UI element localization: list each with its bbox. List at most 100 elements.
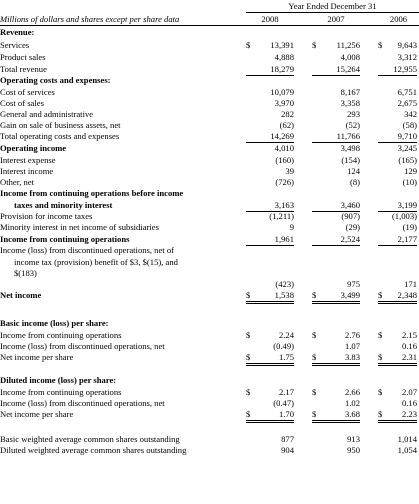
value-cell-2007: 8,167 [312,87,360,98]
row-label: General and administrative [0,109,94,119]
value-cell-2007: 2.66 $ [312,387,360,398]
value-cell-2007: 3.83 $ [312,352,360,366]
value-cell-2008: 4,010 [246,143,294,154]
value: 2,675 [397,98,417,108]
value-cell-2006: 9,643 $ [378,40,417,51]
value: 2,177 [397,234,417,244]
row-label: Net income [0,290,42,300]
dollar-sign: $ [378,387,383,397]
value-cell-2006: 342 [378,109,417,120]
value-cell-2008: 1.75 $ [246,352,294,366]
value-cell-2008: 1,961 [246,234,294,246]
row-label: Provision for income taxes [0,211,93,221]
value-cell-2006: 1,014 [378,434,417,445]
value: 11,766 [336,131,360,141]
value-cell-2007: 15,264 [312,64,360,76]
row-label: Total revenue [0,64,47,74]
value-cell-2008: 877 [246,434,294,445]
value-cell-2007: 2.76 $ [312,330,360,341]
value: 950 [347,445,360,455]
value-cell-2007: 913 [312,434,360,445]
value: 913 [347,434,360,444]
value-cell-2006: 2.31 $ [378,352,417,366]
value: 14,269 [270,131,294,141]
value-cell-2006: (1,003) [378,211,417,222]
units-note: Millions of dollars and shares except pe… [0,14,180,24]
value-cell-2007: (29) [312,222,360,233]
row-label: Revenue: [0,27,35,37]
value-cell-2006: 2,675 [378,98,417,109]
value: 1.75 [278,352,294,362]
row-label: Cost of services [0,87,55,97]
value-cell-2006: 3,199 [378,200,417,212]
table-row: Income from continuing operations 1,961 2,… [0,234,419,246]
value: 2.24 [278,330,294,340]
row-label: income tax (provision) benefit of $3, $(… [14,257,178,267]
value-cell-2006: 1,054 [378,445,417,456]
value-cell-2008: (1,211) [246,211,294,222]
table-row: Income from continuing operations 2.17 $2.… [0,387,419,398]
value-cell-2006: 2.07 $ [378,387,417,398]
value: 0.16 [401,341,417,351]
value: 124 [347,166,360,176]
table-row: Total revenue 18,279 15,264 12,955 [0,64,419,76]
value: 3.83 [344,352,360,362]
value: 1.70 [278,409,294,419]
row-label: Cost of sales [0,98,44,108]
value: 1,538 [274,290,294,300]
value: 4,888 [274,52,294,62]
value: 1,054 [397,445,417,455]
table-row: Total operating costs and expenses 14,269… [0,131,419,143]
row-label: Total operating costs and expenses [0,131,120,141]
value-cell-2008: 10,079 [246,87,294,98]
value: 1,014 [397,434,417,444]
value-cell-2007: 11,256 $ [312,40,360,51]
value: 4,008 [340,52,360,62]
value-cell-2008: (423) [246,279,294,290]
row-label: Diluted income (loss) per share: [0,375,117,385]
value-cell-2006: 2.23 $ [378,409,417,423]
table-row: Basic income (loss) per share: [0,318,419,329]
value-cell-2007: 3,499 $ [312,290,360,304]
value-cell-2008: (62) [246,120,294,131]
value: (0.47) [273,398,294,408]
dollar-sign: $ [378,352,383,362]
table-row: Interest expense (160) (154) (165) [0,155,419,166]
value-cell-2006: 2,348 $ [378,290,417,304]
value-cell-2006: 0.16 [378,398,417,409]
value-cell-2007: 293 [312,109,360,120]
row-label: Operating costs and expenses: [0,75,111,85]
table-row: Net income 1,538 $3,499 $ 2,348 $ [0,290,419,304]
value-cell-2006: (10) [378,177,417,188]
row-label: Basic weighted average common shares out… [0,434,180,444]
row-label: Income from continuing operations before… [0,188,184,198]
value-cell-2008: 9 [246,222,294,233]
row-label: Gain on sale of business assets, net [0,120,121,130]
dollar-sign: $ [378,290,383,300]
table-row: Product sales 4,888 4,008 3,312 [0,52,419,63]
value-cell-2007: 3.68 $ [312,409,360,423]
row-label: Diluted weighted average common shares o… [0,445,187,455]
value: (726) [275,177,294,187]
value-cell-2008: 3,163 [246,200,294,212]
dollar-sign: $ [312,330,317,340]
table-row: Income (loss) from discontinued operatio… [0,245,419,256]
value-cell-2008: 4,888 [246,52,294,63]
value-cell-2007: 950 [312,445,360,456]
dollar-sign: $ [246,290,251,300]
value: 1.02 [344,398,360,408]
value-cell-2007: 1.07 [312,341,360,352]
row-label: Net income per share [0,409,74,419]
value: 3,460 [340,200,360,210]
value: (907) [341,211,360,221]
value: 3,358 [340,98,360,108]
table-row [0,420,419,431]
row-label: Income from continuing operations [0,234,130,244]
value: 4,010 [274,143,294,153]
value: 3,970 [274,98,294,108]
value: 3,312 [397,52,417,62]
dollar-sign: $ [312,387,317,397]
value-cell-2007: 1.02 [312,398,360,409]
value: 3,498 [340,143,360,153]
value: 3,199 [397,200,417,210]
